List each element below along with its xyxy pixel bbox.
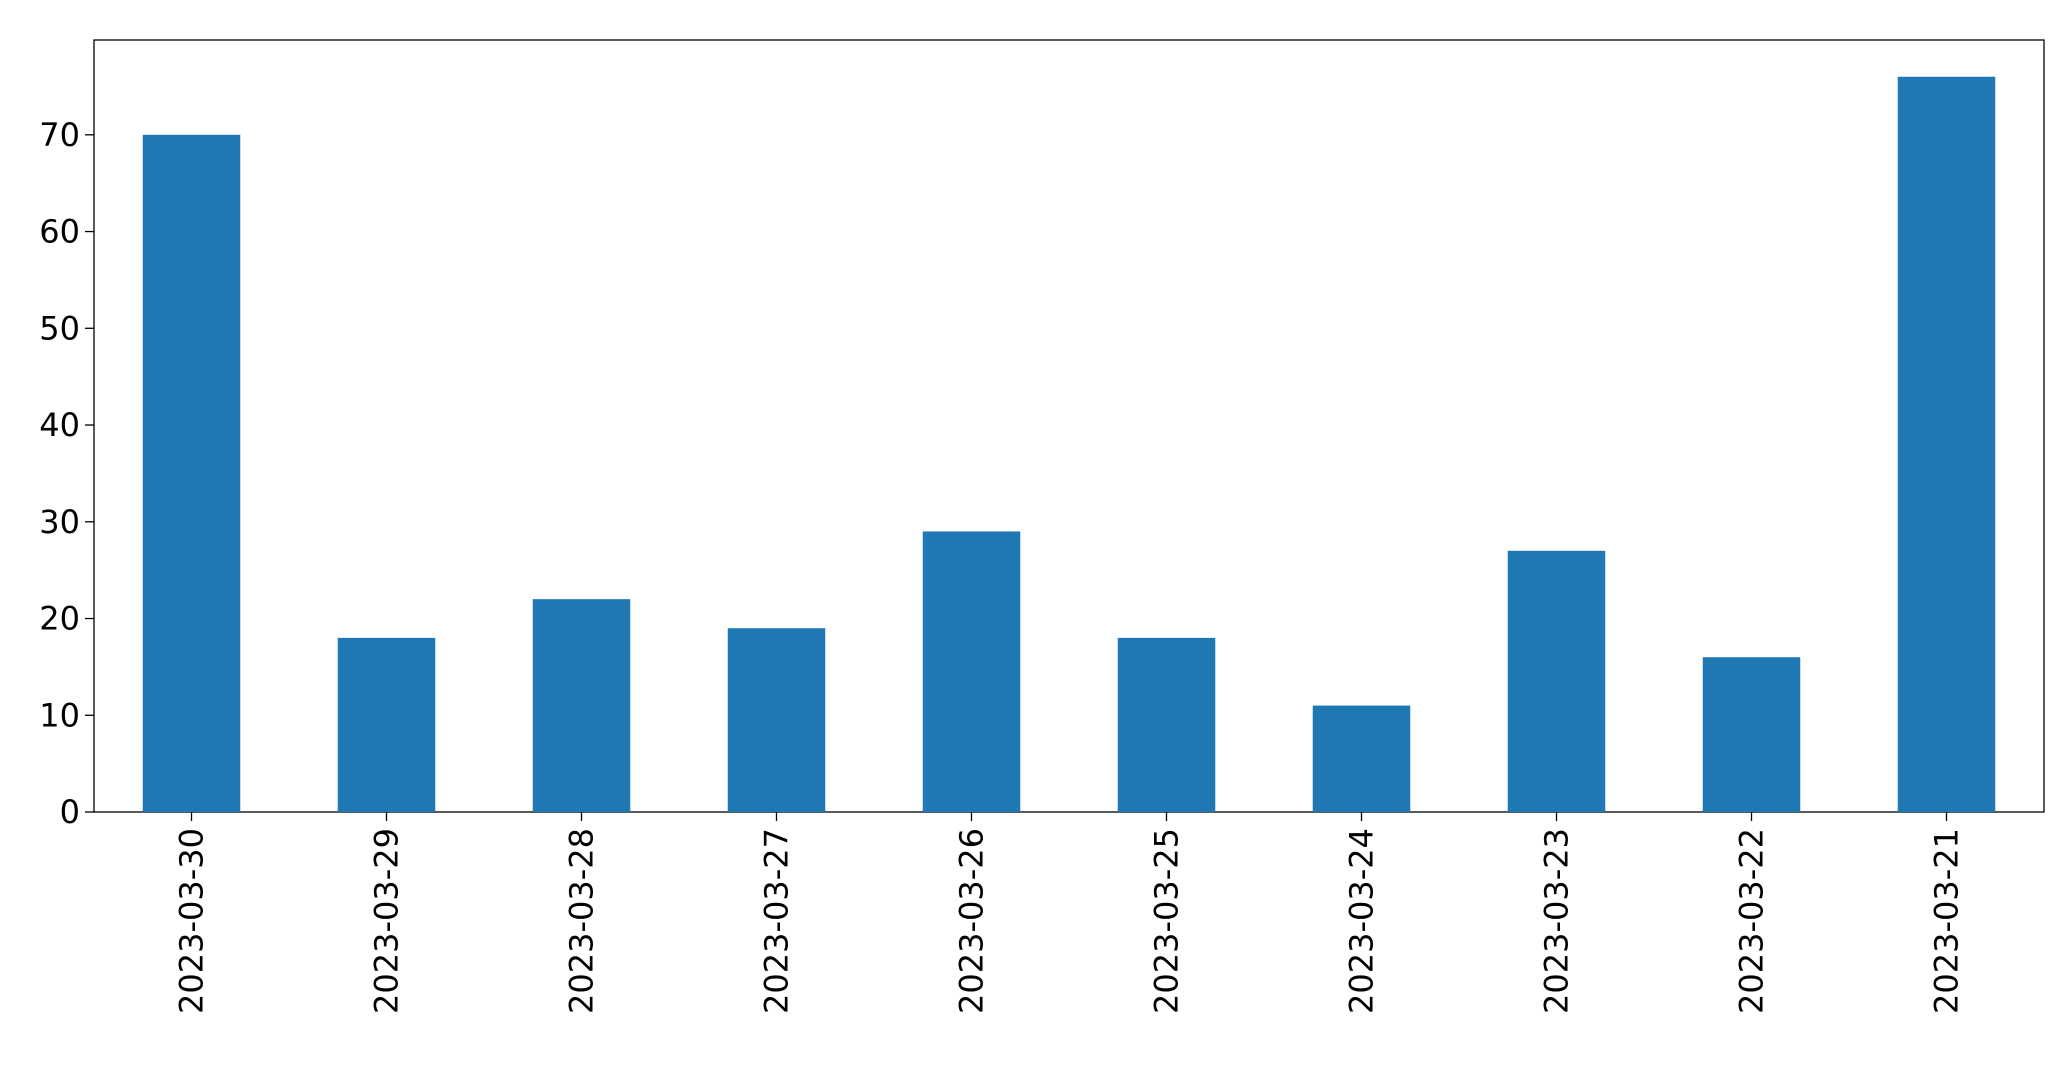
y-tick-label: 20 bbox=[39, 600, 80, 638]
bar bbox=[1702, 657, 1801, 812]
x-tick-label: 2023-03-30 bbox=[173, 828, 211, 1014]
y-tick-label: 10 bbox=[39, 696, 80, 734]
bar bbox=[1897, 76, 1996, 812]
x-tick-label: 2023-03-22 bbox=[1733, 828, 1771, 1014]
x-tick-label: 2023-03-25 bbox=[1148, 828, 1186, 1014]
bar bbox=[922, 531, 1021, 812]
x-tick-label: 2023-03-27 bbox=[758, 828, 796, 1014]
plot-frame bbox=[93, 39, 2045, 813]
y-tick-label: 0 bbox=[60, 793, 80, 831]
x-tick-label: 2023-03-28 bbox=[563, 828, 601, 1014]
y-tick-label: 60 bbox=[39, 213, 80, 251]
bar bbox=[1312, 705, 1411, 812]
bar bbox=[142, 134, 241, 813]
bar bbox=[532, 599, 631, 812]
x-tick-label: 2023-03-29 bbox=[368, 828, 406, 1014]
y-tick-label: 70 bbox=[39, 116, 80, 154]
bar bbox=[337, 637, 436, 812]
y-tick-label: 50 bbox=[39, 309, 80, 347]
bar bbox=[1117, 637, 1216, 812]
y-tick-label: 40 bbox=[39, 406, 80, 444]
x-tick-label: 2023-03-23 bbox=[1538, 828, 1576, 1014]
bar bbox=[1507, 550, 1606, 812]
y-tick-label: 30 bbox=[39, 503, 80, 541]
bar bbox=[727, 628, 826, 812]
x-tick-label: 2023-03-24 bbox=[1343, 828, 1381, 1014]
x-tick-label: 2023-03-26 bbox=[953, 828, 991, 1014]
x-tick-label: 2023-03-21 bbox=[1928, 828, 1966, 1014]
